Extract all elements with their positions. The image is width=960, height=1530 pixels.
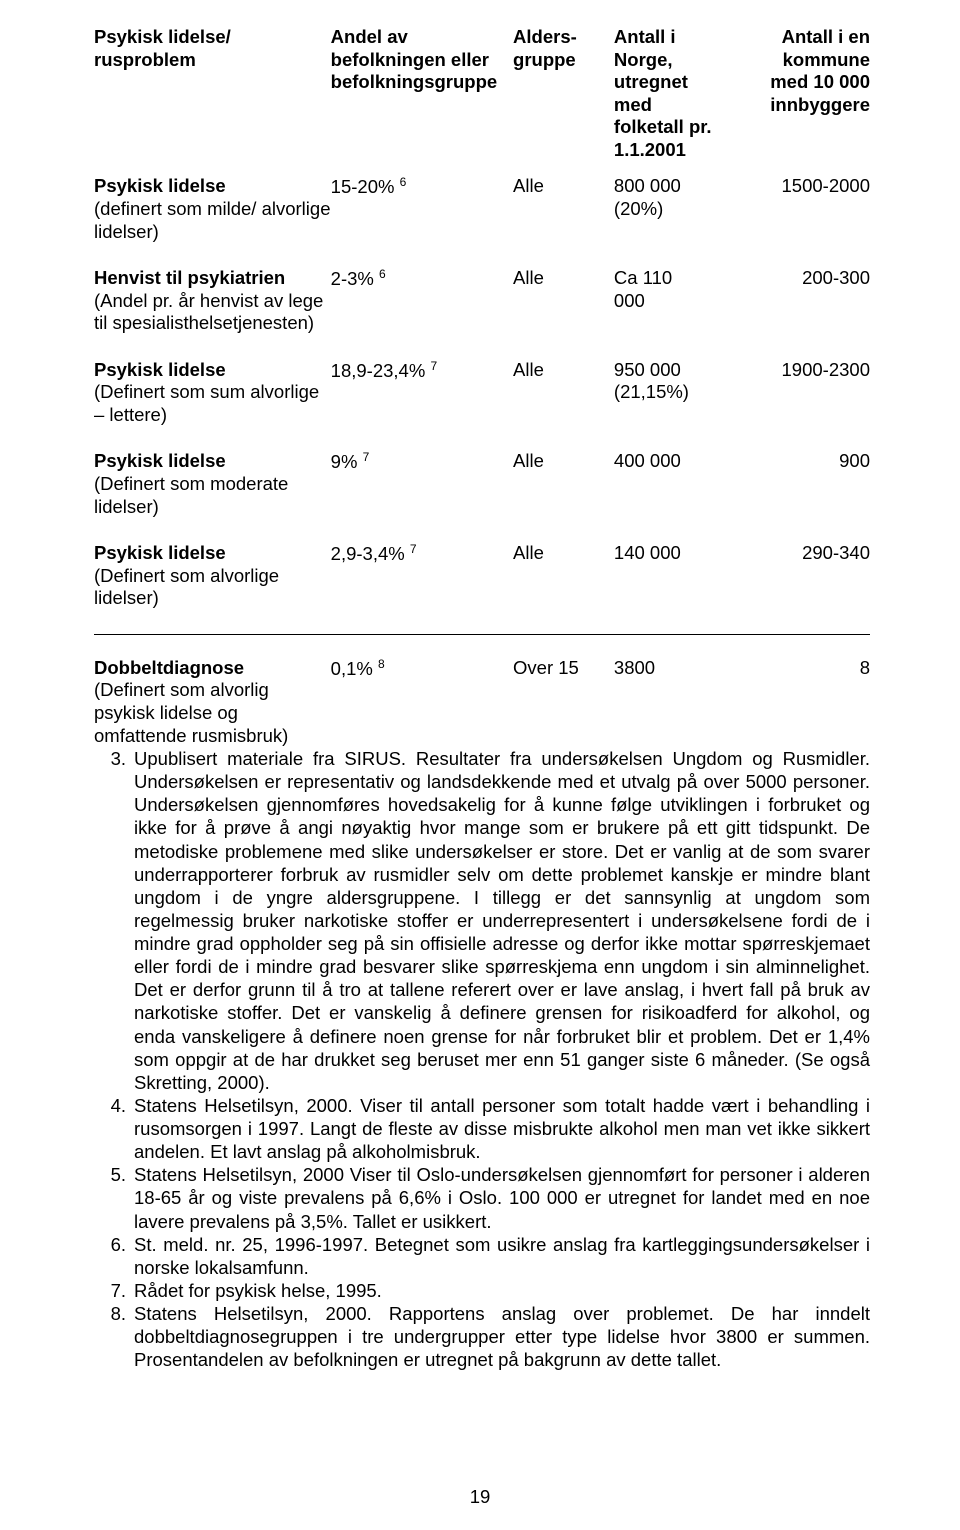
footnote-text: Rådet for psykisk helse, 1995. xyxy=(134,1280,382,1301)
row-desc: (Andel pr. år henvist av lege til spesia… xyxy=(94,290,323,334)
row-alder: Alle xyxy=(513,359,614,451)
footnote-item: 7.Rådet for psykisk helse, 1995. xyxy=(126,1279,870,1302)
row-alder: Over 15 xyxy=(513,657,614,747)
row-desc: (Definert som alvorlig psykisk lidelse o… xyxy=(94,679,288,745)
footnote-text: Statens Helsetilsyn, 2000. Viser til ant… xyxy=(134,1095,870,1162)
row-andel: 0,1% xyxy=(331,658,373,679)
col-header-problem: Psykisk lidelse/rusproblem xyxy=(94,26,331,175)
header-row: Psykisk lidelse/rusproblem Andel avbefol… xyxy=(94,26,870,175)
table-row: Psykisk lidelse(Definert som moderatelid… xyxy=(94,450,870,542)
row-antall-norge: 800 000(20%) xyxy=(614,175,730,267)
footnote-text: Statens Helsetilsyn, 2000. Rapportens an… xyxy=(134,1303,870,1370)
row-antall-kommune: 900 xyxy=(730,450,870,542)
footnote-item: 4.Statens Helsetilsyn, 2000. Viser til a… xyxy=(126,1094,870,1163)
row-antall-norge: 950 000(21,15%) xyxy=(614,359,730,451)
page-number: 19 xyxy=(0,1486,960,1508)
row-name: Dobbeltdiagnose xyxy=(94,657,244,678)
footnote-text: Statens Helsetilsyn, 2000 Viser til Oslo… xyxy=(134,1164,870,1231)
row-sup: 7 xyxy=(410,542,417,556)
row-andel: 15-20% xyxy=(331,177,395,198)
footnote-num: 3. xyxy=(96,747,134,770)
col-header-antall-norge: Antall iNorge,utregnetmedfolketall pr.1.… xyxy=(614,26,730,175)
footnote-num: 4. xyxy=(96,1094,134,1117)
row-sup: 7 xyxy=(363,450,370,464)
table-separator xyxy=(94,634,870,657)
row-alder: Alle xyxy=(513,175,614,267)
col-header-antall-kommune: Antall i enkommunemed 10 000innbyggere xyxy=(730,26,870,175)
prevalence-table: Psykisk lidelse/rusproblem Andel avbefol… xyxy=(94,26,870,747)
footnote-item: 8.Statens Helsetilsyn, 2000. Rapportens … xyxy=(126,1302,870,1371)
row-andel: 9% xyxy=(331,452,358,473)
row-antall-kommune: 1500-2000 xyxy=(730,175,870,267)
table-row: Psykisk lidelse(definert som milde/ alvo… xyxy=(94,175,870,267)
row-sup: 8 xyxy=(378,657,385,671)
footnotes-list: 3.Upublisert materiale fra SIRUS. Result… xyxy=(94,747,870,1371)
row-antall-norge: 140 000 xyxy=(614,542,730,634)
row-andel: 18,9-23,4% xyxy=(331,360,426,381)
row-desc: (Definert som moderatelidelser) xyxy=(94,473,288,517)
row-sup: 6 xyxy=(400,175,407,189)
footnote-text: Upublisert materiale fra SIRUS. Resultat… xyxy=(134,748,870,1093)
row-sup: 6 xyxy=(379,267,386,281)
row-name: Psykisk lidelse xyxy=(94,359,226,380)
col-header-andel: Andel avbefolkningen ellerbefolkningsgru… xyxy=(331,26,513,175)
footnote-item: 3.Upublisert materiale fra SIRUS. Result… xyxy=(126,747,870,1094)
footnote-item: 6.St. meld. nr. 25, 1996-1997. Betegnet … xyxy=(126,1233,870,1279)
row-antall-kommune: 1900-2300 xyxy=(730,359,870,451)
table-row: Psykisk lidelse(Definert som alvorligeli… xyxy=(94,542,870,634)
row-antall-norge: 3800 xyxy=(614,657,730,747)
footnote-num: 8. xyxy=(96,1302,134,1325)
row-name: Psykisk lidelse xyxy=(94,450,226,471)
row-alder: Alle xyxy=(513,267,614,359)
row-andel: 2-3% xyxy=(331,268,374,289)
row-antall-norge: 400 000 xyxy=(614,450,730,542)
row-desc: (Definert som sum alvorlige – lettere) xyxy=(94,381,319,425)
footnote-num: 7. xyxy=(96,1279,134,1302)
table-row: Henvist til psykiatrien(Andel pr. år hen… xyxy=(94,267,870,359)
footnote-item: 5.Statens Helsetilsyn, 2000 Viser til Os… xyxy=(126,1163,870,1232)
footnote-num: 5. xyxy=(96,1163,134,1186)
row-name: Henvist til psykiatrien xyxy=(94,267,285,288)
footnote-num: 6. xyxy=(96,1233,134,1256)
table-row: Dobbeltdiagnose(Definert som alvorlig ps… xyxy=(94,657,870,747)
row-name: Psykisk lidelse xyxy=(94,542,226,563)
row-desc: (Definert som alvorligelidelser) xyxy=(94,565,279,609)
row-antall-kommune: 290-340 xyxy=(730,542,870,634)
row-name: Psykisk lidelse xyxy=(94,175,226,196)
row-andel: 2,9-3,4% xyxy=(331,543,405,564)
row-alder: Alle xyxy=(513,450,614,542)
row-desc: (definert som milde/ alvorlige lidelser) xyxy=(94,198,330,242)
table-row: Psykisk lidelse(Definert som sum alvorli… xyxy=(94,359,870,451)
footnote-text: St. meld. nr. 25, 1996-1997. Betegnet so… xyxy=(134,1234,870,1278)
row-antall-kommune: 200-300 xyxy=(730,267,870,359)
col-header-alder: Alders-gruppe xyxy=(513,26,614,175)
row-alder: Alle xyxy=(513,542,614,634)
row-sup: 7 xyxy=(430,359,437,373)
row-antall-norge: Ca 110000 xyxy=(614,267,730,359)
row-antall-kommune: 8 xyxy=(730,657,870,747)
